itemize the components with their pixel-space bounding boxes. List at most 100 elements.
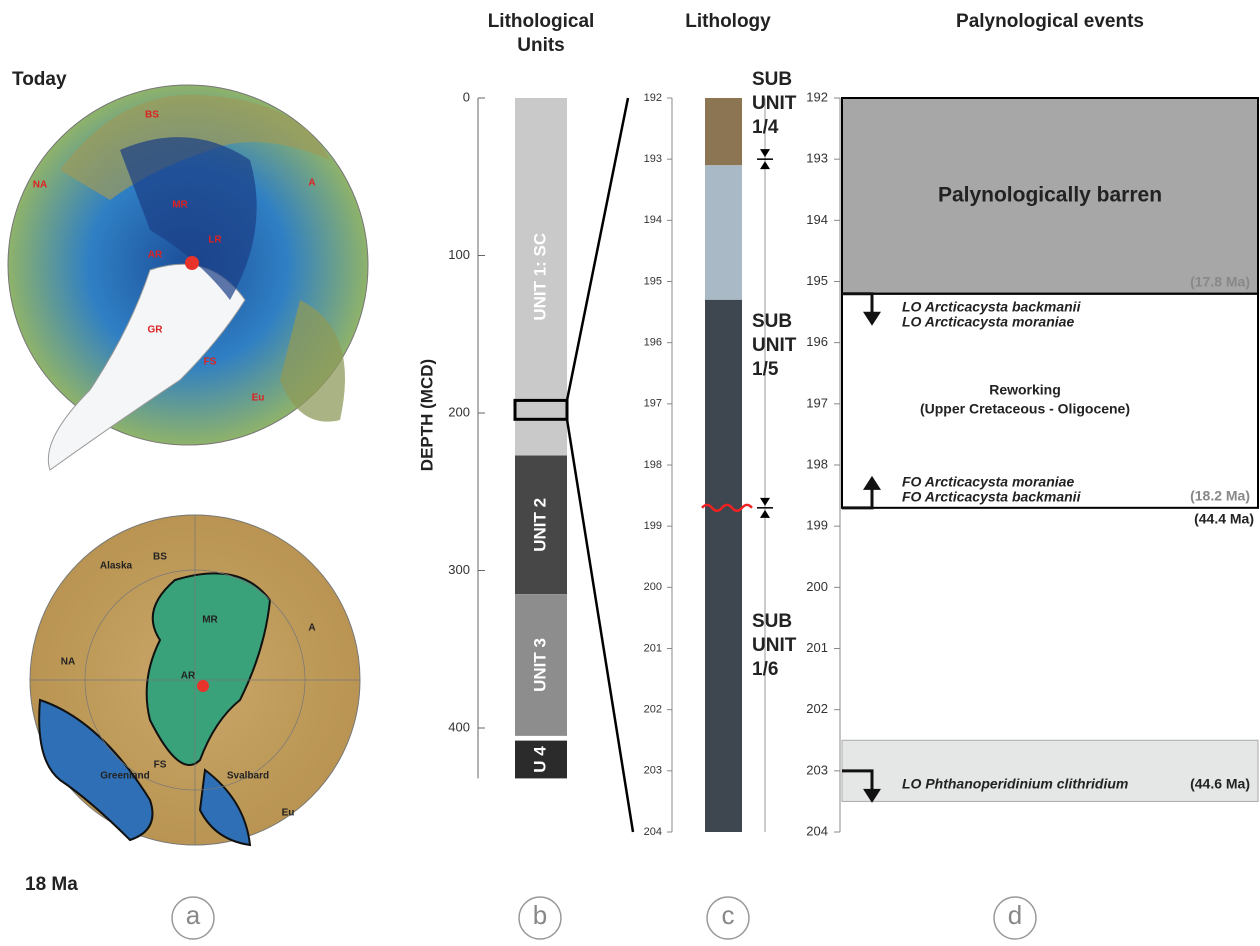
- panel-letter: b: [533, 900, 547, 930]
- tick-label: 195: [806, 273, 828, 288]
- map-label: Greenland: [100, 771, 149, 782]
- tick-label: 204: [644, 826, 662, 838]
- map-label: Today: [12, 69, 67, 90]
- event-age: (44.6 Ma): [1190, 776, 1250, 792]
- reworking-label: Reworking: [989, 381, 1061, 397]
- map-label: A: [308, 623, 315, 634]
- zoom-line: [567, 419, 633, 832]
- map-label: AR: [148, 250, 163, 261]
- event-arrow: [842, 488, 872, 508]
- panel-letter: a: [186, 900, 201, 930]
- site-marker: [197, 680, 209, 692]
- tick-label: 100: [448, 247, 470, 262]
- event-arrowhead: [863, 476, 881, 490]
- panel-letter: d: [1008, 900, 1022, 930]
- subunit-label: UNIT: [752, 93, 797, 114]
- tick-label: 203: [806, 762, 828, 777]
- body: Today BS NA MR A AR LR GR FS Eu Alaska BS NA A MR AR G…: [0, 0, 1260, 946]
- subunit-label: SUB: [752, 311, 792, 332]
- event-arrowhead: [863, 312, 881, 326]
- tick-label: 202: [806, 701, 828, 716]
- tick-label: 192: [806, 89, 828, 104]
- figure: Today BS NA MR A AR LR GR FS Eu Alaska BS NA A MR AR G…: [0, 0, 1260, 946]
- tick-label: 0: [463, 89, 470, 104]
- unit-label: UNIT 2: [530, 498, 549, 552]
- event-arrow: [842, 294, 872, 314]
- map-label: NA: [33, 180, 47, 191]
- map-label: Alaska: [100, 561, 133, 572]
- tick-label: 199: [806, 518, 828, 533]
- subunit-label: SUB: [752, 69, 792, 90]
- map-label: NA: [61, 657, 75, 668]
- map-label: FS: [154, 760, 167, 771]
- event-age: (18.2 Ma): [1190, 488, 1250, 504]
- event-label: FO Arcticacysta backmanii: [902, 489, 1082, 505]
- tick-label: 196: [644, 337, 662, 349]
- tick-label: 198: [806, 456, 828, 471]
- tick-label: 193: [806, 151, 828, 166]
- tick-label: 204: [806, 823, 828, 838]
- map-label: 18 Ma: [25, 874, 78, 895]
- page: Figure { "panel_a": { "top_label": "Toda…: [0, 0, 1260, 946]
- tick-label: 199: [644, 520, 662, 532]
- panel-title: Lithological: [488, 11, 595, 32]
- tick-label: 196: [806, 334, 828, 349]
- tick-label: 198: [644, 459, 662, 471]
- map-label: FS: [204, 357, 217, 368]
- subunit-label: SUB: [752, 611, 792, 632]
- map-label: Eu: [282, 808, 295, 819]
- core-layer: [705, 165, 742, 300]
- map-label: Svalbard: [227, 771, 269, 782]
- map-label: AR: [181, 671, 196, 682]
- highlight-band: [842, 740, 1258, 801]
- map-label: BS: [153, 552, 167, 563]
- event-label: FO Arcticacysta moraniae: [902, 474, 1074, 490]
- core-layer: [705, 300, 742, 832]
- panel-title: Units: [517, 35, 565, 56]
- reworking-label: (Upper Cretaceous - Oligocene): [920, 400, 1130, 416]
- tick-label: 195: [644, 275, 662, 287]
- map-label: LR: [208, 235, 222, 246]
- unit-label: UNIT 3: [530, 638, 549, 692]
- tick-label: 197: [644, 398, 662, 410]
- tick-label: 194: [806, 212, 828, 227]
- subunit-label: 1/5: [752, 359, 779, 380]
- unit-label: UNIT 1: SC: [530, 233, 549, 321]
- tick-label: 201: [644, 642, 662, 654]
- map-label: MR: [202, 615, 218, 626]
- tick-label: 197: [806, 395, 828, 410]
- panel-letter: c: [722, 900, 735, 930]
- tick-label: 192: [644, 92, 662, 104]
- tick-label: 203: [644, 765, 662, 777]
- subunit-label: 1/4: [752, 117, 779, 138]
- event-label: LO Arcticacysta backmanii: [902, 298, 1082, 314]
- tick-label: 194: [644, 214, 662, 226]
- tick-label: 400: [448, 719, 470, 734]
- event-age: (44.4 Ma): [1194, 511, 1254, 527]
- event-label: LO Phthanoperidinium clithridium: [902, 776, 1128, 792]
- tick-label: 193: [644, 153, 662, 165]
- map-label: A: [308, 178, 315, 189]
- barren-label: Palynologically barren: [938, 183, 1162, 206]
- tick-label: 200: [806, 579, 828, 594]
- subunit-label: UNIT: [752, 635, 797, 656]
- tick-label: 200: [448, 404, 470, 419]
- map-today: [8, 85, 368, 470]
- subunit-label: 1/6: [752, 659, 778, 680]
- axis-label: DEPTH (MCD): [417, 359, 436, 471]
- map-label: BS: [145, 110, 159, 121]
- panel-title: Palynological events: [956, 11, 1144, 32]
- site-marker: [185, 256, 199, 270]
- tick-label: 200: [644, 581, 662, 593]
- panel-title: Lithology: [685, 11, 771, 32]
- map-label: MR: [172, 200, 188, 211]
- zoom-line: [567, 98, 628, 400]
- core-layer: [705, 98, 742, 165]
- tick-label: 202: [644, 704, 662, 716]
- tick-label: 201: [806, 640, 828, 655]
- unit-label: U 4: [530, 746, 549, 773]
- event-age: (17.8 Ma): [1190, 273, 1250, 289]
- map-label: GR: [148, 325, 164, 336]
- map-label: Eu: [252, 393, 265, 404]
- event-label: LO Arcticacysta moraniae: [902, 313, 1074, 329]
